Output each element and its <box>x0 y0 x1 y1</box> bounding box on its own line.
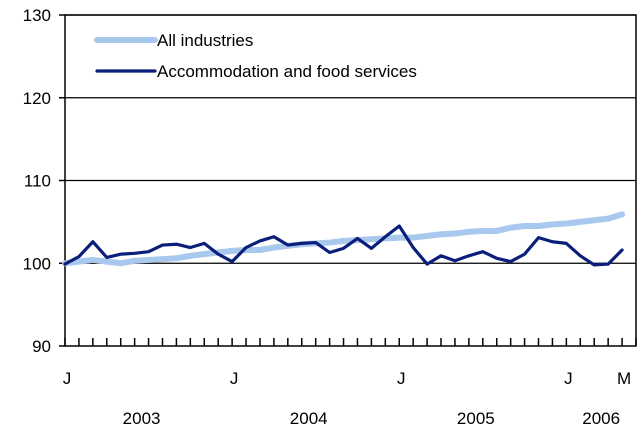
x-month-label: J <box>397 369 406 388</box>
legend-label: Accommodation and food services <box>157 62 417 81</box>
series-line-all-industries <box>62 211 626 267</box>
series-line-accommodation-food <box>63 224 624 267</box>
x-month-label: J <box>63 369 72 388</box>
series-lines <box>62 211 626 267</box>
x-month-label: J <box>230 369 239 388</box>
y-tick-label: 130 <box>23 6 51 25</box>
y-tick-label: 90 <box>32 337 51 356</box>
axes <box>59 14 637 347</box>
x-year-label: 2006 <box>582 409 620 428</box>
x-year-label: 2004 <box>290 409 328 428</box>
legend: All industries Accommodation and food ser… <box>94 31 417 81</box>
x-month-label: M <box>617 369 631 388</box>
x-month-label: J <box>564 369 573 388</box>
y-tick-label: 110 <box>24 172 51 191</box>
y-tick-label: 120 <box>23 89 51 108</box>
tick-labels: 90 100 110 120 130 J J J J M 2003 2004 2005 2006 <box>23 6 632 428</box>
x-year-label: 2005 <box>457 409 495 428</box>
y-tick-label: 100 <box>23 254 51 273</box>
legend-label: All industries <box>157 31 253 50</box>
x-year-label: 2003 <box>123 409 161 428</box>
